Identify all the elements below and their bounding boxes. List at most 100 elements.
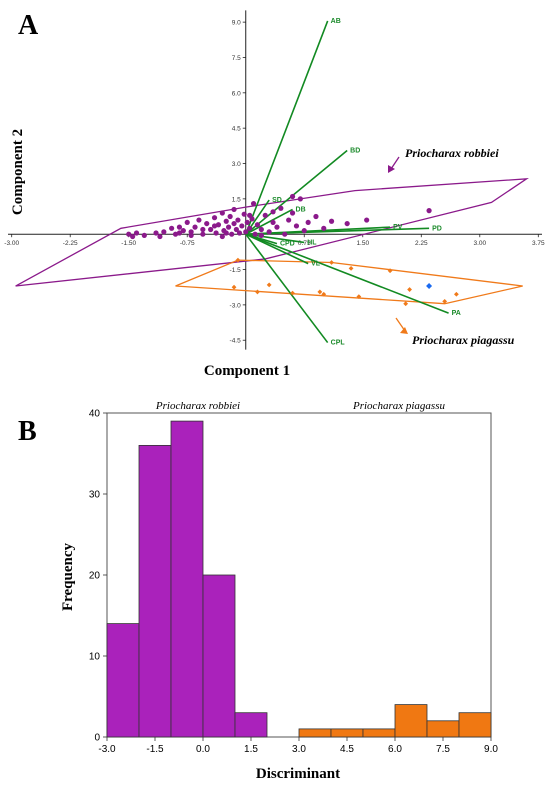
- loading-vector-ab: [244, 20, 329, 235]
- x-tick-label: -1.5: [146, 744, 164, 755]
- loading-label-sd: SD: [272, 197, 282, 204]
- x-tick-label: 3.00: [473, 240, 486, 247]
- point-outlier: [426, 283, 433, 290]
- point-robbiei: [305, 219, 311, 226]
- point-piagassu: [329, 260, 334, 265]
- x-tick-label: 3.0: [292, 744, 306, 755]
- point-piagassu: [231, 284, 237, 290]
- point-robbiei: [286, 217, 292, 223]
- y-tick-label: 40: [89, 409, 101, 420]
- point-robbiei: [169, 225, 175, 231]
- bar-piagassu: [362, 728, 396, 738]
- point-robbiei: [188, 232, 194, 238]
- y-tick-label: 1.5: [232, 196, 241, 203]
- panel-b-axes: 0 10 20 30 40 -3.0 -1.5 0.0 1.5 3.0 4.5 6.0 7.5 9.0: [89, 409, 499, 756]
- panel-b-label-piagassu: Priocharax piagassu: [352, 400, 445, 412]
- point-robbiei: [157, 233, 163, 240]
- point-robbiei: [184, 219, 190, 226]
- panel-b-label-robbiei: Priocharax robbiei: [155, 400, 240, 412]
- panel-a-xlabel: Component 1: [204, 363, 290, 379]
- point-robbiei: [213, 230, 219, 236]
- point-robbiei: [126, 231, 132, 237]
- point-robbiei: [141, 232, 147, 238]
- point-robbiei: [301, 228, 307, 234]
- point-robbiei: [270, 219, 276, 226]
- loading-label-ab: AB: [331, 18, 341, 25]
- x-tick-label: -1.50: [121, 240, 136, 247]
- panel-b-ylabel: Frequency: [60, 542, 76, 611]
- bar-piagassu: [298, 728, 332, 738]
- point-robbiei: [176, 224, 183, 230]
- point-robbiei: [344, 220, 350, 227]
- point-robbiei: [235, 217, 241, 223]
- arrowhead-piagassu: [400, 327, 408, 334]
- point-robbiei: [172, 231, 179, 237]
- point-robbiei: [289, 193, 296, 200]
- point-robbiei: [328, 218, 335, 224]
- point-robbiei: [321, 225, 327, 231]
- y-tick-label: -1.5: [230, 267, 242, 274]
- y-tick-label: 30: [89, 490, 101, 501]
- point-robbiei: [161, 229, 167, 235]
- point-robbiei: [262, 212, 268, 218]
- point-robbiei: [239, 223, 245, 229]
- point-robbiei: [270, 209, 276, 215]
- point-robbiei: [247, 225, 253, 231]
- bar-piagassu: [426, 720, 460, 738]
- point-piagassu: [321, 291, 327, 297]
- point-piagassu: [356, 294, 362, 300]
- panel-b-bars: [106, 420, 492, 738]
- x-tick-label: -3.00: [4, 240, 19, 247]
- loading-vector-pa: [245, 233, 449, 314]
- point-robbiei: [192, 224, 198, 230]
- point-robbiei: [231, 206, 237, 213]
- point-robbiei: [266, 229, 272, 235]
- x-tick-label: -0.75: [180, 240, 195, 247]
- point-robbiei: [223, 230, 229, 236]
- loading-label-bd: BD: [350, 148, 360, 155]
- point-robbiei: [196, 217, 202, 223]
- point-piagassu: [387, 268, 393, 274]
- point-robbiei: [274, 224, 280, 230]
- loading-vector-cpl: [245, 233, 329, 344]
- point-robbiei: [241, 211, 247, 217]
- x-tick-label: 0.75: [298, 240, 311, 247]
- x-tick-label: 2.25: [415, 240, 428, 247]
- point-robbiei: [297, 196, 303, 202]
- x-tick-label: 0.0: [196, 744, 210, 755]
- point-robbiei: [200, 231, 206, 237]
- point-piagassu: [255, 289, 260, 295]
- bar-piagassu: [394, 704, 428, 738]
- point-robbiei: [180, 228, 186, 234]
- point-robbiei: [229, 231, 235, 237]
- point-robbiei: [278, 205, 284, 211]
- point-robbiei: [223, 218, 229, 224]
- x-tick-label: 6.0: [388, 744, 402, 755]
- bar-robbiei: [202, 574, 236, 738]
- y-tick-label: 9.0: [232, 20, 241, 27]
- point-piagassu: [266, 282, 272, 288]
- point-piagassu: [442, 298, 448, 304]
- bar-piagassu: [330, 728, 364, 738]
- point-robbiei: [258, 226, 264, 233]
- y-tick-label: 4.5: [232, 126, 241, 133]
- point-robbiei: [236, 230, 243, 236]
- panel-b-histogram: B 0 10 20 30 40 -3.0 -1.5 0.0 1.5 3.0 4.5 6.0 7.5 9.0…: [18, 400, 498, 782]
- loading-label-pv: PV: [393, 224, 403, 231]
- loading-label-vl: VL: [311, 261, 321, 268]
- panel-a-points: [126, 193, 459, 307]
- panel-a-loading-vectors: AB BD SD DB PV PD CPD HL VL PA CPL: [244, 18, 461, 347]
- panel-a-letter: A: [18, 10, 39, 41]
- loading-vector-pd: [245, 227, 430, 235]
- panel-b-xlabel: Discriminant: [256, 766, 340, 782]
- x-tick-label: -2.25: [63, 240, 78, 247]
- point-piagassu: [317, 289, 323, 295]
- point-robbiei: [250, 200, 257, 207]
- bar-piagassu: [458, 712, 492, 738]
- hull-piagassu: [175, 259, 523, 305]
- point-robbiei: [219, 233, 225, 240]
- arrowhead-robbiei: [388, 165, 395, 173]
- point-piagassu: [407, 287, 412, 292]
- point-robbiei: [153, 230, 159, 236]
- y-tick-label: 7.5: [232, 55, 241, 62]
